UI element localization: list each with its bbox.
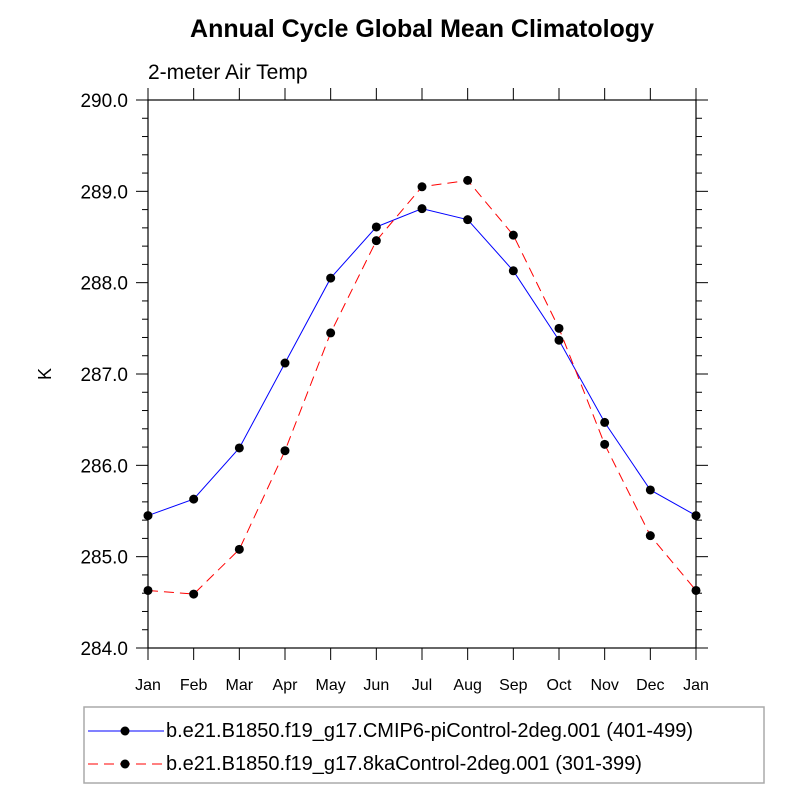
series-1-point <box>143 585 153 595</box>
series-1-point <box>463 175 473 185</box>
series-0-point <box>371 222 381 232</box>
series-0-point <box>645 485 655 495</box>
x-tick-label: Jun <box>363 677 389 694</box>
series-0-point <box>417 204 427 214</box>
x-tick-label: Feb <box>180 677 208 694</box>
series-1-point <box>508 230 518 240</box>
legend-label-0: b.e21.B1850.f19_g17.CMIP6-piControl-2deg… <box>166 720 693 742</box>
series-1-point <box>645 531 655 541</box>
series-0-point <box>600 417 610 427</box>
legend: b.e21.B1850.f19_g17.CMIP6-piControl-2deg… <box>83 706 765 784</box>
y-tick-label: 290.0 <box>80 91 128 112</box>
series-1-point <box>371 236 381 246</box>
series-0-point <box>508 266 518 276</box>
series-0-point <box>234 443 244 453</box>
series-0-point <box>189 494 199 504</box>
y-tick-label: 284.0 <box>80 639 128 660</box>
x-tick-label: Jan <box>135 677 161 694</box>
x-tick-label: Oct <box>547 677 572 694</box>
series-1-point <box>326 328 336 338</box>
y-tick-label: 289.0 <box>80 182 128 203</box>
series-line-1 <box>147 179 697 595</box>
series-line-0 <box>147 208 697 517</box>
x-tick-label: Apr <box>273 677 299 694</box>
series-0-point <box>554 335 564 345</box>
plot-series <box>143 175 701 599</box>
x-tick-label: May <box>316 677 346 694</box>
series-0-point <box>463 215 473 225</box>
x-tick-label: Dec <box>636 677 664 694</box>
series-1-point <box>280 446 290 456</box>
plot-frame <box>147 99 697 649</box>
axes: 284.0 285.0 286.0 287.0 288.0 289.0 290.0 Jan Fe… <box>80 88 709 694</box>
legend-box <box>83 706 765 784</box>
series-1-point <box>554 323 564 333</box>
series-1-point <box>189 589 199 599</box>
series-0-point <box>326 273 336 283</box>
legend-label-1: b.e21.B1850.f19_g17.8kaControl-2deg.001 … <box>166 753 642 775</box>
x-tick-label: Jan <box>683 677 709 694</box>
y-tick-label: 287.0 <box>80 365 128 386</box>
series-0-point <box>691 511 701 521</box>
series-1-point <box>234 544 244 554</box>
y-tick-label: 288.0 <box>80 274 128 295</box>
legend-marker-1 <box>120 759 130 769</box>
series-0-point <box>143 511 153 521</box>
series-1-point <box>691 585 701 595</box>
y-tick-label: 285.0 <box>80 548 128 569</box>
x-tick-label: Mar <box>226 677 254 694</box>
series-1-point <box>417 182 427 192</box>
x-tick-label: Sep <box>499 677 528 694</box>
x-tick-label: Nov <box>590 677 618 694</box>
series-1-point <box>600 439 610 449</box>
x-tick-label: Jul <box>412 677 432 694</box>
y-tick-label: 286.0 <box>80 456 128 477</box>
x-tick-label: Aug <box>453 677 481 694</box>
legend-marker-0 <box>120 726 130 736</box>
chart-subtitle: 2-meter Air Temp <box>148 61 308 84</box>
series-0-point <box>280 358 290 368</box>
y-axis-label: K <box>35 368 55 380</box>
chart-title: Annual Cycle Global Mean Climatology <box>190 15 654 43</box>
